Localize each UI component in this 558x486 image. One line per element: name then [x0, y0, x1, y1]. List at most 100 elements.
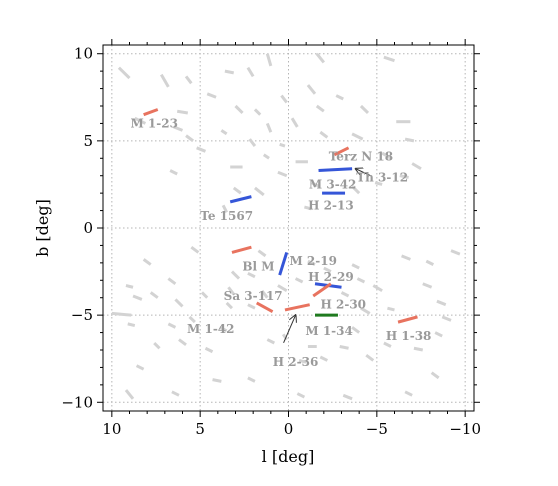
annotation-label: Th 3-12	[356, 170, 408, 184]
gray-segment	[342, 393, 353, 401]
gray-segment	[125, 284, 134, 289]
gray-segment	[413, 346, 424, 352]
red-segment	[143, 108, 159, 117]
gray-segment	[359, 104, 370, 115]
gray-segment	[212, 378, 222, 383]
gray-segment	[224, 69, 235, 75]
gray-segment	[298, 359, 307, 364]
x-axis-label: l [deg]	[262, 447, 315, 466]
gray-segment	[265, 122, 273, 133]
blue-segment	[318, 167, 353, 172]
colored-segments	[143, 108, 418, 324]
gray-segment	[111, 311, 132, 317]
gray-segment	[176, 109, 189, 115]
gray-segment	[160, 73, 170, 88]
gray-segment	[232, 186, 242, 195]
annotation-label: Sa 3-117	[224, 289, 283, 303]
gray-segment	[304, 205, 312, 211]
annotation-arrow	[283, 315, 296, 343]
red-segment	[333, 146, 350, 157]
gray-segment	[319, 355, 329, 362]
annotation-label: H 2-30	[320, 298, 366, 312]
y-tick-label: 0	[83, 219, 93, 237]
gray-segment	[230, 270, 241, 280]
annotation-label: M 1-34	[305, 324, 353, 338]
y-tick-label: −10	[61, 393, 93, 411]
gray-segment	[319, 130, 329, 139]
annotation-arrow	[356, 169, 371, 176]
gray-segment	[306, 84, 317, 95]
gray-segment	[351, 326, 361, 334]
y-tick-label: −5	[71, 306, 93, 324]
annotation-label: Te 1567	[200, 209, 253, 223]
gray-segment	[246, 66, 255, 78]
gray-segment	[134, 116, 147, 125]
gray-segment	[387, 306, 395, 312]
y-axis-label: b [deg]	[33, 199, 52, 257]
gray-segment	[247, 303, 256, 310]
y-tick-label: 10	[74, 45, 93, 63]
gray-segment	[296, 392, 306, 399]
gray-segment	[149, 291, 159, 299]
gray-segment	[340, 291, 350, 298]
annotations: M 1-23 Terz N 18 M 3-42 Th 3-12H 2-13 Te 156…	[130, 116, 431, 369]
gray-segment	[227, 286, 235, 296]
gray-segment	[434, 331, 443, 338]
gray-segment	[430, 371, 440, 380]
blue-segment	[229, 195, 252, 204]
gray-segment	[277, 170, 288, 178]
annotation-label: Bl M	[242, 259, 274, 273]
gray-segment	[399, 174, 409, 179]
tick-labels: 10 5 0 −5 −10 10 5 0 −5 −10	[61, 45, 481, 438]
gray-segment	[374, 181, 383, 186]
gray-segment	[254, 186, 265, 197]
gray-segment	[257, 249, 267, 258]
annotation-label: H 2-29	[308, 270, 354, 284]
gray-segment	[248, 138, 257, 147]
red-segment	[312, 282, 332, 298]
gray-segment	[218, 325, 228, 333]
gray-segment	[315, 104, 325, 113]
annotation-label: Terz N 18	[329, 150, 393, 164]
annotation-label: H 2-13	[308, 198, 354, 212]
y-tick-label: 5	[83, 132, 93, 150]
blue-segment	[278, 251, 289, 276]
x-tick-label: −5	[366, 420, 388, 438]
gray-segment	[335, 94, 344, 101]
gray-segment	[307, 259, 316, 266]
gray-segment	[277, 284, 288, 293]
gray-segment	[411, 162, 422, 171]
gray-segment	[381, 151, 392, 160]
gray-segment	[188, 315, 196, 324]
ticks	[97, 39, 480, 417]
gray-segment	[280, 94, 288, 104]
gray-segment	[425, 259, 435, 266]
red-segment	[284, 303, 311, 312]
gray-segment	[450, 249, 461, 256]
gray-segment	[124, 389, 135, 400]
gray-segment	[310, 181, 320, 188]
gray-segment	[404, 390, 413, 397]
gray-segment	[356, 277, 366, 284]
gray-segment	[351, 185, 361, 195]
gray-segment	[167, 277, 177, 285]
gray-segment	[281, 333, 288, 341]
gray-segment	[184, 75, 193, 85]
gray-segment	[167, 322, 177, 329]
gray-segment	[204, 346, 214, 354]
annotation-label: M 1-42	[187, 322, 235, 336]
gray-segment	[247, 271, 256, 279]
gray-segment	[220, 129, 228, 136]
gray-segment	[383, 55, 395, 63]
gray-segment	[200, 291, 209, 299]
gray-segment	[171, 390, 180, 397]
gray-segment	[190, 245, 200, 254]
gray-segment	[265, 53, 273, 67]
gray-segment	[153, 341, 161, 350]
arrows	[283, 169, 371, 343]
gray-segment	[360, 306, 371, 315]
gray-segment	[372, 284, 383, 293]
gray-segment	[266, 338, 276, 345]
annotation-label: M 3-42	[309, 177, 357, 191]
